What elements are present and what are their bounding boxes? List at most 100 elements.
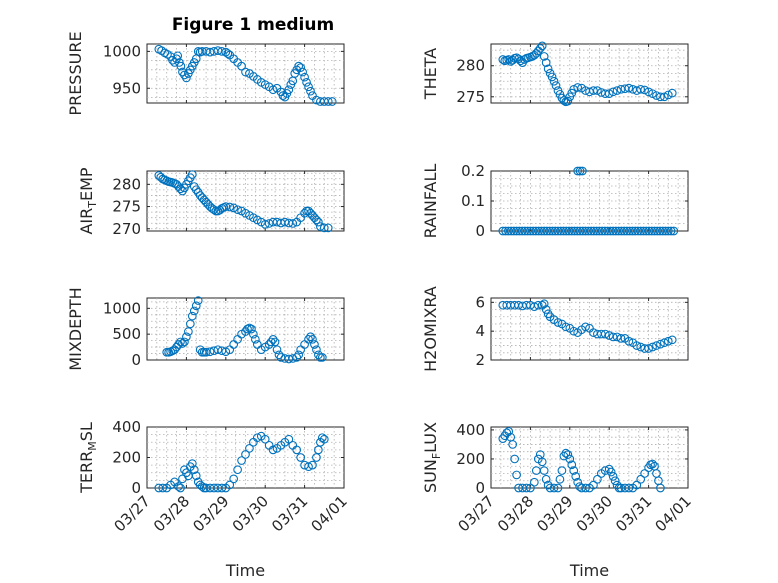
data-point bbox=[178, 339, 187, 348]
data-point bbox=[229, 474, 239, 484]
data-point bbox=[669, 226, 679, 236]
data-point bbox=[317, 353, 327, 362]
data-point bbox=[191, 185, 201, 195]
data-point bbox=[296, 453, 306, 462]
data-point bbox=[603, 226, 612, 236]
data-point bbox=[658, 226, 668, 236]
data-point bbox=[300, 72, 309, 82]
data-point bbox=[312, 345, 321, 355]
data-point bbox=[533, 300, 543, 310]
data-point bbox=[652, 226, 662, 236]
data-point bbox=[515, 226, 524, 236]
data-point bbox=[567, 460, 577, 470]
data-point bbox=[182, 332, 191, 342]
data-point bbox=[191, 471, 201, 481]
data-point bbox=[539, 299, 549, 309]
y-axis-label: AIRTEMP bbox=[77, 167, 99, 234]
data-point bbox=[578, 226, 588, 236]
data-point bbox=[593, 86, 602, 95]
data-point bbox=[225, 480, 235, 490]
data-point bbox=[589, 226, 599, 236]
data-point bbox=[537, 457, 547, 467]
data-point bbox=[268, 85, 278, 95]
data-point bbox=[539, 226, 549, 236]
y-tick-label: 200 bbox=[112, 449, 141, 467]
data-point bbox=[520, 226, 530, 236]
x-tick-label: 03/30 bbox=[573, 492, 616, 535]
x-tick-label: 03/31 bbox=[612, 492, 655, 535]
data-point bbox=[539, 466, 549, 475]
data-point bbox=[630, 226, 640, 236]
data-point bbox=[534, 226, 544, 236]
y-tick-label: 0 bbox=[131, 479, 141, 497]
data-point bbox=[600, 329, 610, 339]
data-point bbox=[570, 226, 579, 236]
data-point bbox=[663, 226, 673, 236]
data-point bbox=[663, 90, 673, 100]
data-point bbox=[592, 226, 601, 236]
data-point bbox=[640, 469, 650, 478]
data-point bbox=[176, 61, 186, 71]
y-tick-label: 280 bbox=[456, 57, 485, 75]
data-point bbox=[187, 170, 197, 179]
data-point bbox=[571, 472, 581, 481]
data-point bbox=[561, 226, 571, 236]
data-point bbox=[193, 296, 203, 305]
data-point bbox=[567, 226, 577, 236]
subplot-h2omixra: 2 4 6 H2OMIXRA bbox=[421, 286, 689, 372]
data-point bbox=[650, 226, 659, 236]
data-point bbox=[614, 226, 624, 236]
data-point bbox=[233, 465, 242, 475]
data-point bbox=[543, 64, 553, 74]
data-point bbox=[272, 345, 282, 355]
data-point bbox=[308, 460, 317, 470]
data-point bbox=[504, 55, 514, 64]
data-point bbox=[557, 466, 567, 475]
data-point bbox=[569, 466, 579, 475]
data-point bbox=[622, 226, 632, 236]
data-point bbox=[589, 86, 598, 95]
data-point bbox=[561, 448, 571, 458]
data-point bbox=[268, 334, 278, 344]
y-axis-label: THETA bbox=[421, 48, 440, 100]
data-point bbox=[575, 166, 585, 176]
data-point bbox=[535, 43, 545, 53]
y-tick-label: 500 bbox=[112, 325, 141, 343]
y-tick-label: 400 bbox=[456, 421, 485, 439]
data-point bbox=[641, 226, 651, 236]
data-point bbox=[498, 55, 508, 64]
data-point bbox=[174, 340, 183, 349]
data-point bbox=[610, 476, 620, 486]
data-point bbox=[501, 226, 510, 236]
data-point bbox=[180, 337, 189, 347]
data-point bbox=[647, 226, 657, 236]
data-point bbox=[174, 482, 183, 491]
data-point bbox=[563, 96, 573, 106]
data-point bbox=[563, 450, 573, 459]
data-point bbox=[648, 89, 657, 99]
data-point bbox=[176, 337, 185, 347]
data-point bbox=[575, 226, 585, 236]
data-point bbox=[298, 67, 307, 77]
data-point bbox=[550, 226, 560, 236]
data-point bbox=[319, 434, 329, 444]
data-point bbox=[306, 332, 315, 342]
data-point bbox=[531, 226, 541, 236]
data-point bbox=[189, 465, 199, 475]
data-point bbox=[586, 226, 596, 236]
data-point bbox=[217, 483, 227, 493]
data-point bbox=[639, 226, 648, 236]
data-point bbox=[189, 306, 199, 316]
data-point bbox=[660, 338, 669, 348]
data-point bbox=[656, 483, 665, 493]
data-point bbox=[667, 335, 677, 345]
data-point bbox=[600, 466, 610, 475]
data-point bbox=[594, 226, 604, 236]
data-point bbox=[237, 456, 246, 465]
data-point bbox=[597, 226, 607, 236]
data-point bbox=[663, 336, 673, 346]
data-point bbox=[633, 226, 643, 236]
data-point bbox=[233, 205, 242, 215]
data-point bbox=[547, 72, 557, 82]
y-axis-label: MIXDEPTH bbox=[66, 287, 85, 370]
